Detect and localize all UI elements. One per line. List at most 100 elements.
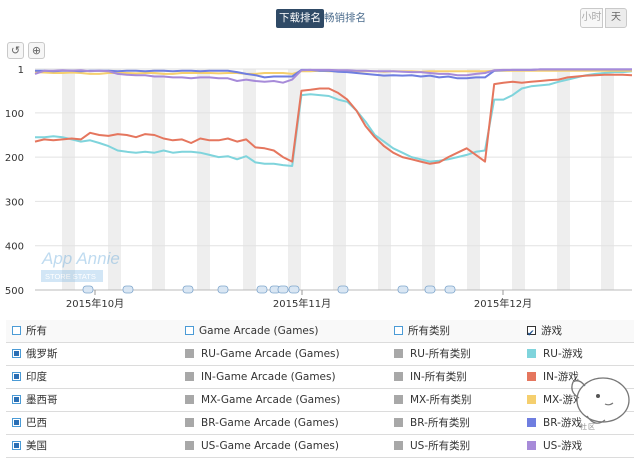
- event-marker-icon[interactable]: [444, 285, 456, 294]
- granularity-hour-button[interactable]: 小时: [580, 8, 603, 28]
- legend-country[interactable]: 俄罗斯: [12, 343, 58, 365]
- legend-header-games[interactable]: 游戏: [527, 320, 562, 345]
- checked-checkbox-icon[interactable]: [527, 323, 536, 345]
- legend-header-arcade[interactable]: Game Arcade (Games): [185, 320, 318, 342]
- series-line: [35, 70, 633, 167]
- tab-downloads-rank[interactable]: 下载排名: [276, 9, 324, 28]
- arcade-label: IN-Game Arcade (Games): [201, 371, 336, 383]
- event-marker-icon[interactable]: [337, 285, 349, 294]
- y-tick-label: 300: [5, 197, 24, 208]
- x-tick-label: 2015年10月: [66, 297, 124, 310]
- radio-icon[interactable]: [12, 441, 21, 450]
- legend-arcade-item[interactable]: US-Game Arcade (Games): [185, 435, 339, 457]
- radio-icon[interactable]: [12, 349, 21, 358]
- color-swatch: [527, 441, 536, 450]
- color-swatch: [394, 395, 403, 404]
- weekend-band: [197, 69, 210, 290]
- color-swatch: [185, 441, 194, 450]
- x-tick-label: 2015年11月: [273, 297, 331, 310]
- legend-country[interactable]: 印度: [12, 366, 47, 388]
- color-swatch: [185, 395, 194, 404]
- legend-games-item[interactable]: BR-游戏: [527, 412, 582, 434]
- event-markers: [82, 285, 456, 294]
- all-label: MX-所有类别: [410, 394, 472, 406]
- legend-all-item[interactable]: US-所有类别: [394, 435, 470, 457]
- event-marker-icon[interactable]: [217, 285, 229, 294]
- legend-games-item[interactable]: RU-游戏: [527, 343, 583, 365]
- legend-header-all-categories[interactable]: 所有类别: [394, 320, 450, 342]
- legend-arcade-item[interactable]: MX-Game Arcade (Games): [185, 389, 340, 411]
- color-swatch: [185, 418, 194, 427]
- games-label: IN-游戏: [543, 371, 579, 383]
- color-swatch: [185, 349, 194, 358]
- arcade-label: US-Game Arcade (Games): [201, 440, 339, 452]
- legend-row: 俄罗斯 RU-Game Arcade (Games) RU-所有类别 RU-游戏: [6, 343, 634, 366]
- legend-all-item[interactable]: BR-所有类别: [394, 412, 470, 434]
- color-swatch: [394, 418, 403, 427]
- legend-row: 印度 IN-Game Arcade (Games) IN-所有类别 IN-游戏: [6, 366, 634, 389]
- legend-country[interactable]: 巴西: [12, 412, 47, 434]
- y-tick-label: 200: [5, 153, 24, 164]
- legend-header-all[interactable]: 所有: [12, 320, 47, 342]
- games-label: BR-游戏: [543, 417, 582, 429]
- country-label: 墨西哥: [26, 394, 58, 406]
- legend-games-item[interactable]: US-游戏: [527, 435, 582, 457]
- legend-arcade-item[interactable]: RU-Game Arcade (Games): [185, 343, 340, 365]
- all-label: RU-所有类别: [410, 348, 471, 360]
- weekend-band: [557, 69, 570, 290]
- color-swatch: [527, 395, 536, 404]
- event-marker-icon[interactable]: [82, 285, 94, 294]
- radio-icon[interactable]: [12, 372, 21, 381]
- watermark-brand: App Annie: [41, 249, 120, 268]
- event-marker-icon[interactable]: [122, 285, 134, 294]
- legend-row: 美国 US-Game Arcade (Games) US-所有类别 US-游戏: [6, 435, 634, 458]
- event-marker-icon[interactable]: [424, 285, 436, 294]
- legend-row: 巴西 BR-Game Arcade (Games) BR-所有类别 BR-游戏: [6, 412, 634, 435]
- y-tick-label: 500: [5, 286, 24, 297]
- watermark-badge: [41, 270, 103, 282]
- app-annie-watermark: App Annie STORE STATS: [41, 249, 120, 282]
- event-marker-icon[interactable]: [256, 285, 268, 294]
- event-marker-icon[interactable]: [397, 285, 409, 294]
- event-marker-icon[interactable]: [182, 285, 194, 294]
- legend-games-item[interactable]: MX-游戏: [527, 389, 584, 411]
- weekend-band: [512, 69, 525, 290]
- reset-icon[interactable]: ↺: [7, 42, 24, 59]
- legend-arcade-item[interactable]: IN-Game Arcade (Games): [185, 366, 336, 388]
- radio-icon[interactable]: [12, 418, 21, 427]
- granularity-day-button[interactable]: 天: [605, 8, 627, 28]
- checkbox-icon[interactable]: [394, 326, 403, 335]
- weekend-band: [467, 69, 480, 290]
- event-marker-icon[interactable]: [277, 285, 289, 294]
- chart-series: [34, 68, 633, 167]
- x-tick-label: 2015年12月: [474, 297, 532, 310]
- legend-all-item[interactable]: RU-所有类别: [394, 343, 471, 365]
- legend-all-item[interactable]: IN-所有类别: [394, 366, 467, 388]
- legend-games-item[interactable]: IN-游戏: [527, 366, 579, 388]
- country-label: 美国: [26, 440, 47, 452]
- tab-grossing-rank[interactable]: 畅销排名: [324, 12, 366, 24]
- zoom-icon[interactable]: ⊕: [28, 42, 45, 59]
- weekend-band: [601, 69, 614, 290]
- legend-header-row: 所有 Game Arcade (Games) 所有类别 游戏: [6, 320, 634, 345]
- arcade-label: RU-Game Arcade (Games): [201, 348, 340, 360]
- chart-grid: [35, 68, 632, 291]
- legend-country[interactable]: 美国: [12, 435, 47, 457]
- y-tick-label: 100: [5, 109, 24, 120]
- event-marker-icon[interactable]: [288, 285, 300, 294]
- weekend-band: [62, 69, 75, 290]
- legend-arcade-item[interactable]: BR-Game Arcade (Games): [185, 412, 339, 434]
- legend-all-item[interactable]: MX-所有类别: [394, 389, 472, 411]
- checkbox-icon[interactable]: [12, 326, 21, 335]
- radio-icon[interactable]: [12, 395, 21, 404]
- country-label: 俄罗斯: [26, 348, 58, 360]
- all-label: BR-所有类别: [410, 417, 470, 429]
- arcade-label: MX-Game Arcade (Games): [201, 394, 341, 406]
- top-bar: 下载排名 畅销排名 小时 天: [0, 0, 640, 38]
- weekend-band: [422, 69, 435, 290]
- color-swatch: [527, 418, 536, 427]
- legend-country[interactable]: 墨西哥: [12, 389, 58, 411]
- mascot-icon: [571, 377, 630, 424]
- checkbox-icon[interactable]: [185, 326, 194, 335]
- color-swatch: [394, 372, 403, 381]
